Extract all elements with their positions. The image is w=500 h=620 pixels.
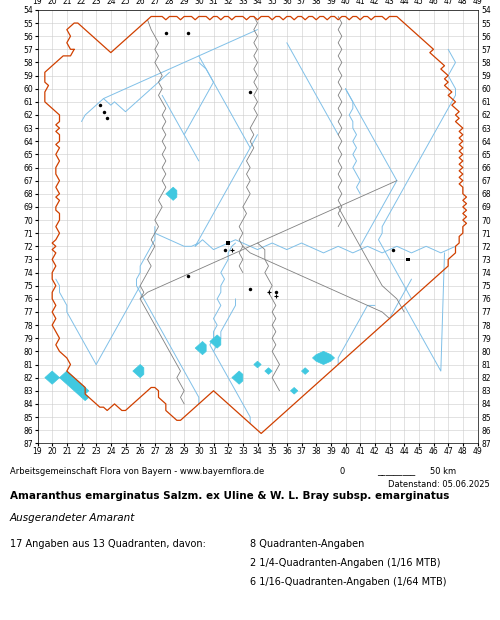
Polygon shape	[312, 352, 334, 365]
Polygon shape	[254, 361, 261, 368]
Polygon shape	[133, 365, 144, 378]
Text: 6 1/16-Quadranten-Angaben (1/64 MTB): 6 1/16-Quadranten-Angaben (1/64 MTB)	[250, 577, 446, 587]
Text: Datenstand: 05.06.2025: Datenstand: 05.06.2025	[388, 480, 490, 489]
Polygon shape	[265, 368, 272, 374]
Polygon shape	[302, 368, 309, 374]
Text: Arbeitsgemeinschaft Flora von Bayern - www.bayernflora.de: Arbeitsgemeinschaft Flora von Bayern - w…	[10, 467, 264, 476]
Polygon shape	[195, 342, 206, 355]
Text: 50 km: 50 km	[430, 467, 456, 476]
Polygon shape	[82, 394, 89, 401]
Bar	[406, 258, 409, 261]
Text: 17 Angaben aus 13 Quadranten, davon:: 17 Angaben aus 13 Quadranten, davon:	[10, 539, 206, 549]
Text: Amaranthus emarginatus Salzm. ex Uline & W. L. Bray subsp. emarginatus: Amaranthus emarginatus Salzm. ex Uline &…	[10, 491, 450, 501]
Text: 0: 0	[340, 467, 345, 476]
Bar	[226, 241, 230, 245]
Polygon shape	[210, 335, 221, 348]
Polygon shape	[290, 388, 298, 394]
Text: Ausgerandeter Amarant: Ausgerandeter Amarant	[10, 513, 136, 523]
Polygon shape	[232, 371, 243, 384]
Polygon shape	[166, 187, 177, 200]
Text: 2 1/4-Quadranten-Angaben (1/16 MTB): 2 1/4-Quadranten-Angaben (1/16 MTB)	[250, 558, 440, 568]
Text: _________: _________	[378, 467, 416, 476]
Text: 8 Quadranten-Angaben: 8 Quadranten-Angaben	[250, 539, 364, 549]
Polygon shape	[45, 371, 89, 397]
